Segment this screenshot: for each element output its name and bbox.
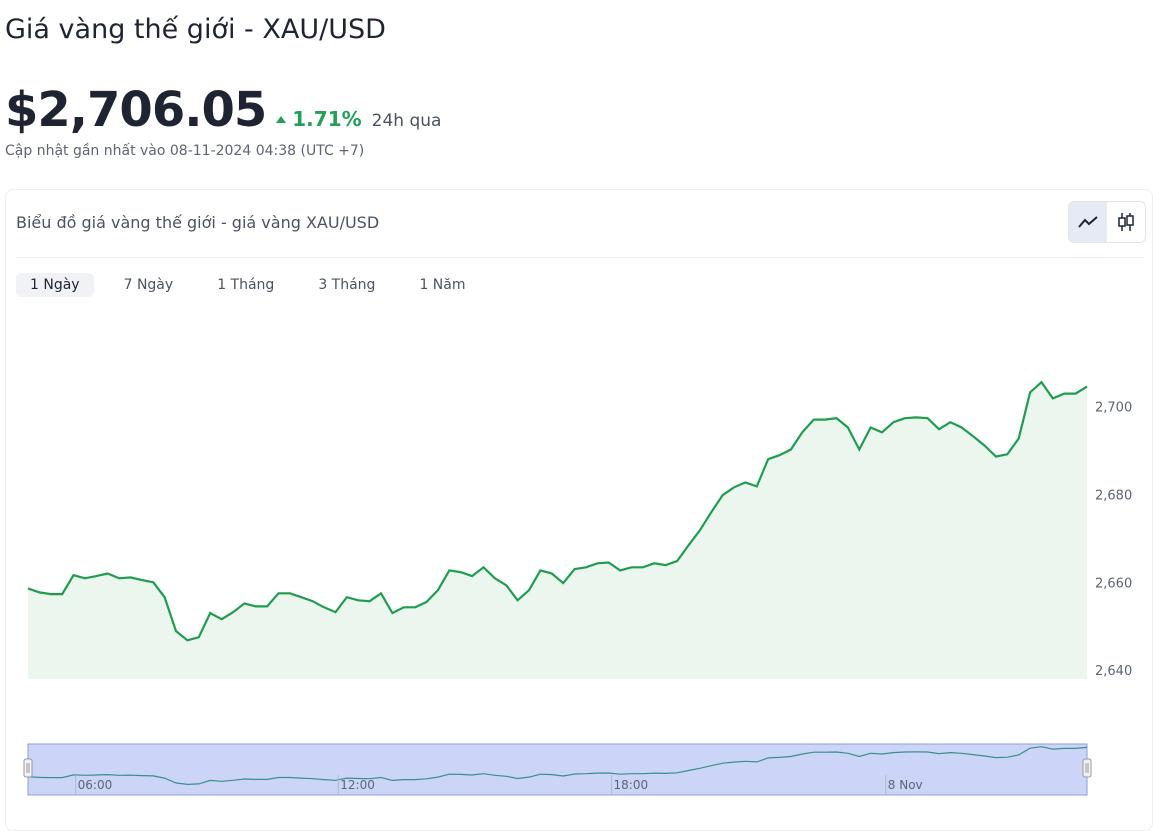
navigator-label: 8 Nov (888, 778, 923, 792)
navigator-label: 12:00 (340, 778, 375, 792)
range-tabs: 1 Ngày 7 Ngày 1 Tháng 3 Tháng 1 Năm (16, 273, 495, 297)
y-tick-label: 2,640 (1095, 664, 1132, 679)
updated-time: Cập nhật gần nhất vào 08-11-2024 04:38 (… (5, 143, 365, 159)
change: 1.71% (276, 107, 361, 131)
navigator-label: 18:00 (614, 778, 649, 792)
y-tick-label: 2,680 (1095, 488, 1132, 503)
range-tab[interactable]: 7 Ngày (123, 277, 174, 293)
area (28, 382, 1087, 679)
period: 24h qua (371, 111, 442, 131)
candle-icon (1118, 213, 1134, 231)
chart: 2,640 2,660 2,680 2,700 06:00 12:00 18:00 8 Nov (23, 380, 1132, 796)
line-icon (1078, 216, 1098, 228)
navigator-line (27, 746, 1088, 786)
card-title: Biểu đồ giá vàng thế giới - giá vàng XAU… (16, 213, 380, 232)
range-tab[interactable]: 3 Tháng (318, 277, 376, 293)
range-tab[interactable]: 1 Tháng (217, 277, 275, 293)
page: {"header": {"title": "Giá vàng thế giới … (0, 0, 1153, 803)
range-tab[interactable]: 1 Năm (419, 277, 466, 293)
y-tick-label: 2,700 (1095, 400, 1132, 415)
price-line (27, 380, 1088, 642)
chart-type-toggle (1068, 201, 1146, 243)
separator (16, 257, 1144, 258)
navigator-handle[interactable] (23, 758, 33, 778)
navigator-label: 06:00 (78, 778, 113, 792)
y-tick-label: 2,660 (1095, 576, 1132, 591)
price-row: $2,706.05 1.71% 24h qua (5, 82, 441, 138)
line-chart-button[interactable] (1069, 202, 1107, 242)
page-title: Giá vàng thế giới - XAU/USD (5, 14, 386, 45)
range-tab[interactable]: 1 Ngày (16, 273, 94, 297)
price: $2,706.05 (5, 82, 267, 138)
candle-chart-button[interactable] (1107, 202, 1145, 242)
navigator-handle[interactable] (1082, 758, 1092, 778)
